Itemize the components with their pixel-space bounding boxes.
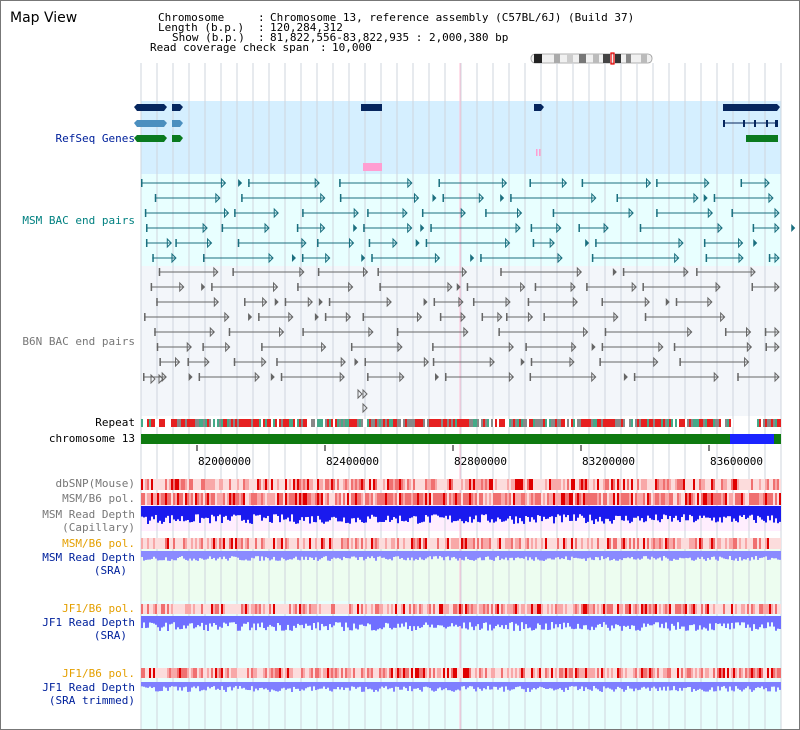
info-sep-3: : <box>258 31 265 44</box>
track-label-repeat[interactable]: Repeat <box>95 416 135 429</box>
track-label-msm-depth-capillary[interactable]: MSM Read Depth <box>42 508 135 521</box>
track-label-dbsnp[interactable]: dbSNP(Mouse) <box>55 477 135 490</box>
refseq-gene-features[interactable] <box>134 104 780 171</box>
track-label-msm-depth-capillary-sub: (Capillary) <box>62 521 135 534</box>
repeat-track[interactable] <box>141 419 781 427</box>
info-sep-2: : <box>258 21 265 34</box>
track-label-jf1-depth-sra-sub: (SRA) <box>93 629 127 642</box>
track-label-jf1-depth-trimmed-sub: (SRA trimmed) <box>48 694 135 707</box>
track-label-msm-b6-pol-2[interactable]: MSM/B6 pol. <box>62 537 135 550</box>
info-sep-4: : <box>320 41 327 54</box>
track-label-chromosome[interactable]: chromosome 13 <box>48 432 135 445</box>
chromosome-ideogram[interactable] <box>530 52 653 65</box>
axis-tick-label: 82800000 <box>454 455 507 468</box>
chromosome-bar-end <box>774 434 781 444</box>
track-label-refseq[interactable]: RefSeq Genes <box>55 132 135 145</box>
msm-bac-end-pair-features[interactable] <box>141 177 796 264</box>
info-show-value: 81,822,556-83,822,935 : 2,000,380 bp <box>270 31 509 44</box>
b6n-bac-end-pair-features[interactable] <box>143 266 799 414</box>
axis-ticks <box>196 445 710 451</box>
track-label-jf1-b6-pol-2[interactable]: JF1/B6 pol. <box>62 667 135 680</box>
track-label-jf1-depth-trimmed[interactable]: JF1 Read Depth <box>42 681 135 694</box>
page-title: Map View <box>10 10 78 26</box>
track-label-jf1-depth-sra[interactable]: JF1 Read Depth <box>42 616 135 629</box>
ideogram-region-marker <box>610 52 615 65</box>
axis-tick-label: 83200000 <box>582 455 635 468</box>
axis-tick-label: 82000000 <box>198 455 251 468</box>
info-length-value: 120,284,312 <box>270 21 343 34</box>
info-sep-1: : <box>258 11 265 24</box>
polymorphism-and-depth-tracks[interactable] <box>141 479 781 692</box>
info-read-coverage-value: 10,000 <box>332 41 372 54</box>
axis-tick-label: 82400000 <box>326 455 379 468</box>
track-label-b6n-bac[interactable]: B6N BAC end pairs <box>22 335 135 348</box>
track-label-msm-depth-sra[interactable]: MSM Read Depth <box>42 551 135 564</box>
info-show-key: Show (b.p.) <box>172 31 245 44</box>
axis-tick-label: 83600000 <box>710 455 763 468</box>
track-label-jf1-b6-pol[interactable]: JF1/B6 pol. <box>62 602 135 615</box>
info-chromosome-value: Chromosome 13, reference assembly (C57BL… <box>270 11 635 24</box>
chromosome-bar-green[interactable] <box>141 434 730 444</box>
track-label-msm-bac[interactable]: MSM BAC end pairs <box>22 214 135 227</box>
track-label-msm-b6-pol[interactable]: MSM/B6 pol. <box>62 492 135 505</box>
info-length-key: Length (b.p.) <box>158 21 245 34</box>
chromosome-bar-blue[interactable] <box>730 434 774 444</box>
info-chromosome-key: Chromosome <box>158 11 225 24</box>
info-read-coverage-key: Read coverage check span <box>150 41 309 54</box>
track-label-msm-depth-sra-sub: (SRA) <box>93 564 127 577</box>
